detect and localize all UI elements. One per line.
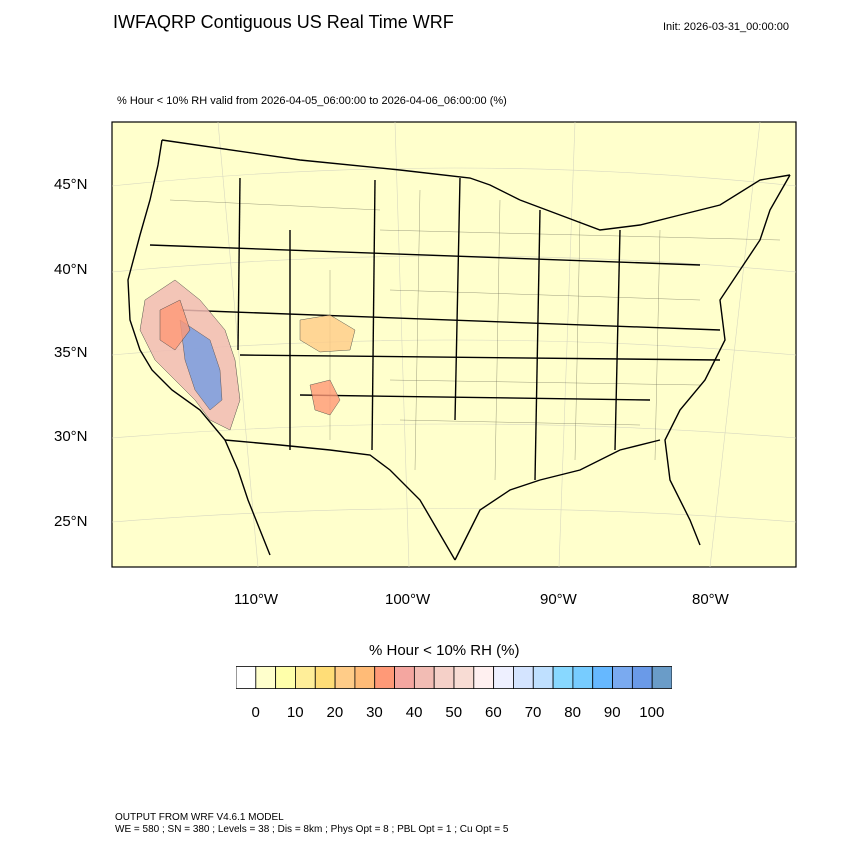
colorbar-swatch xyxy=(413,666,435,689)
lat-label-30: 30°N xyxy=(54,428,88,445)
colorbar-tick-label: 40 xyxy=(405,704,423,721)
colorbar-swatch xyxy=(236,666,257,689)
graticule xyxy=(111,121,797,568)
colorbar-tick-label: 10 xyxy=(286,704,304,721)
county-boundaries xyxy=(169,189,781,481)
colorbar-tick-label: 50 xyxy=(445,704,463,721)
colorbar-tick-label: 90 xyxy=(603,704,621,721)
colorbar-swatch xyxy=(453,666,475,689)
low-rh-shading xyxy=(139,279,356,431)
colorbar-swatch xyxy=(651,666,672,689)
colorbar-swatch xyxy=(612,666,633,689)
colorbar-swatch xyxy=(314,666,336,689)
init-time-label: Init: 2026-03-31_00:00:00 xyxy=(663,21,789,33)
colorbar-tick-label: 100 xyxy=(639,704,665,721)
colorbar-swatch xyxy=(513,666,534,689)
colorbar-swatch xyxy=(433,666,455,689)
colorbar-tick-label: 30 xyxy=(366,704,383,721)
colorbar-swatch xyxy=(532,666,554,689)
colorbar-swatch xyxy=(552,666,574,689)
colorbar xyxy=(236,666,672,689)
lon-label-90: 90°W xyxy=(540,591,577,608)
lon-label-80: 80°W xyxy=(692,591,729,608)
colorbar-swatch xyxy=(572,666,594,689)
colorbar-swatch xyxy=(473,666,495,689)
colorbar-swatch xyxy=(631,666,653,689)
state-boundaries xyxy=(127,139,791,561)
colorbar-swatch xyxy=(394,666,415,689)
lon-label-110: 110°W xyxy=(234,591,279,608)
colorbar-tick-label: 0 xyxy=(251,704,260,721)
colorbar-tick-label: 80 xyxy=(564,704,581,721)
footer-model-line: OUTPUT FROM WRF V4.6.1 MODEL xyxy=(115,812,284,823)
colorbar-swatch xyxy=(493,666,514,689)
colorbar-tick-label: 20 xyxy=(326,704,344,721)
colorbar-tick-label: 60 xyxy=(485,704,502,721)
plot-subtitle: % Hour < 10% RH valid from 2026-04-05_06… xyxy=(117,95,507,107)
colorbar-swatch xyxy=(334,666,356,689)
lat-label-40: 40°N xyxy=(54,261,88,278)
lat-label-25: 25°N xyxy=(54,513,88,530)
colorbar-swatch xyxy=(255,666,277,689)
footer-config-line: WE = 580 ; SN = 380 ; Levels = 38 ; Dis … xyxy=(115,824,509,835)
main-title: IWFAQRP Contiguous US Real Time WRF xyxy=(113,12,454,32)
colorbar-swatch xyxy=(275,666,296,689)
colorbar-title: % Hour < 10% RH (%) xyxy=(369,642,520,659)
lon-label-100: 100°W xyxy=(385,591,431,608)
colorbar-swatch xyxy=(592,666,613,689)
colorbar-tick-label: 70 xyxy=(524,704,542,721)
colorbar-swatch xyxy=(374,666,395,689)
lat-label-35: 35°N xyxy=(54,344,88,361)
lat-label-45: 45°N xyxy=(54,176,88,193)
colorbar-swatch xyxy=(354,666,376,689)
colorbar-swatch xyxy=(295,666,316,689)
